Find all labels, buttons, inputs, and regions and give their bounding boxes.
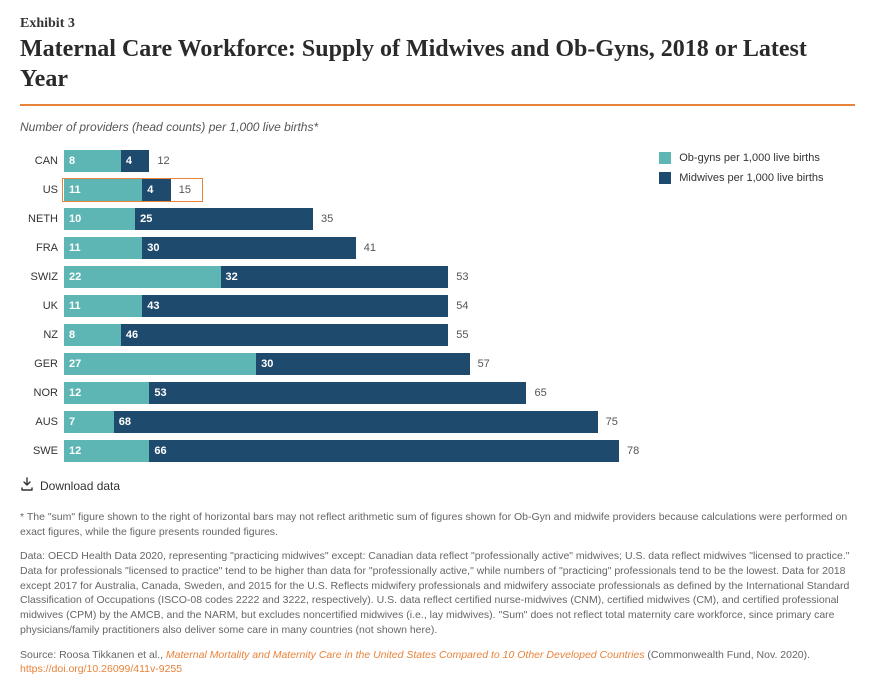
chart-row: NETH1025 35 (20, 206, 639, 232)
bar-obgyn: 11 (64, 179, 142, 201)
country-label: NETH (20, 213, 64, 225)
bar-group: 1266 78 (64, 440, 639, 462)
bar-midwife: 32 (221, 266, 449, 288)
total-label: 12 (157, 155, 169, 167)
chart-row: FRA1130 41 (20, 235, 639, 261)
download-label: Download data (40, 479, 120, 493)
bar-obgyn: 8 (64, 324, 121, 346)
legend-item-obgyn: Ob-gyns per 1,000 live births (659, 152, 855, 164)
data-note: Data: OECD Health Data 2020, representin… (20, 549, 855, 637)
chart-row: UK1143 54 (20, 293, 639, 319)
legend-swatch-midwife (659, 172, 671, 184)
legend-label-obgyn: Ob-gyns per 1,000 live births (679, 152, 820, 164)
total-label: 41 (364, 242, 376, 254)
chart-row: NZ846 55 (20, 322, 639, 348)
bar-group: 1143 54 (64, 295, 639, 317)
download-data-link[interactable]: Download data (20, 477, 120, 494)
bar-group: 846 55 (64, 324, 639, 346)
bar-obgyn: 11 (64, 237, 142, 259)
bar-midwife: 53 (149, 382, 526, 404)
bar-obgyn: 11 (64, 295, 142, 317)
bar-midwife: 30 (142, 237, 355, 259)
bar-midwife: 25 (135, 208, 313, 230)
title-divider (20, 104, 855, 106)
legend-swatch-obgyn (659, 152, 671, 164)
source-title-link[interactable]: Maternal Mortality and Maternity Care in… (166, 649, 645, 661)
legend-label-midwife: Midwives per 1,000 live births (679, 172, 823, 184)
bar-midwife: 4 (142, 179, 170, 201)
bar-midwife: 66 (149, 440, 619, 462)
country-label: GER (20, 358, 64, 370)
bar-group: 2730 57 (64, 353, 639, 375)
chart-subtitle: Number of providers (head counts) per 1,… (20, 120, 855, 134)
total-label: 75 (606, 416, 618, 428)
download-icon (20, 477, 34, 494)
bar-midwife: 4 (121, 150, 149, 172)
total-label: 53 (456, 271, 468, 283)
total-label: 78 (627, 445, 639, 457)
country-label: US (20, 184, 64, 196)
country-label: NOR (20, 387, 64, 399)
bar-group: 114 15 (64, 179, 639, 201)
doi-link[interactable]: https://doi.org/10.26099/411v-9255 (20, 663, 182, 675)
total-label: 57 (478, 358, 490, 370)
source-line: Source: Roosa Tikkanen et al., Maternal … (20, 648, 855, 677)
country-label: SWE (20, 445, 64, 457)
source-prefix: Source: Roosa Tikkanen et al., (20, 649, 166, 661)
bar-obgyn: 27 (64, 353, 256, 375)
bar-midwife: 43 (142, 295, 448, 317)
bar-group: 1253 65 (64, 382, 639, 404)
country-label: SWIZ (20, 271, 64, 283)
total-label: 55 (456, 329, 468, 341)
bar-obgyn: 8 (64, 150, 121, 172)
total-label: 35 (321, 213, 333, 225)
country-label: FRA (20, 242, 64, 254)
bar-obgyn: 12 (64, 440, 149, 462)
chart-row: SWIZ2232 53 (20, 264, 639, 290)
total-label: 15 (179, 184, 191, 196)
bar-group: 84 12 (64, 150, 639, 172)
footnote: * The "sum" figure shown to the right of… (20, 510, 855, 539)
bar-obgyn: 7 (64, 411, 114, 433)
bar-group: 768 75 (64, 411, 639, 433)
legend-item-midwife: Midwives per 1,000 live births (659, 172, 855, 184)
chart-container: CAN8412US11415NETH102535FRA113041SWIZ223… (20, 148, 855, 467)
bar-obgyn: 22 (64, 266, 221, 288)
bar-chart: CAN8412US11415NETH102535FRA113041SWIZ223… (20, 148, 639, 467)
exhibit-label: Exhibit 3 (20, 16, 855, 32)
bar-obgyn: 12 (64, 382, 149, 404)
chart-row: AUS768 75 (20, 409, 639, 435)
source-suffix: (Commonwealth Fund, Nov. 2020). (645, 649, 811, 661)
bar-midwife: 46 (121, 324, 448, 346)
chart-title: Maternal Care Workforce: Supply of Midwi… (20, 34, 855, 94)
country-label: CAN (20, 155, 64, 167)
country-label: UK (20, 300, 64, 312)
chart-row: CAN84 12 (20, 148, 639, 174)
bar-midwife: 30 (256, 353, 469, 375)
chart-row: NOR1253 65 (20, 380, 639, 406)
bar-obgyn: 10 (64, 208, 135, 230)
bar-group: 2232 53 (64, 266, 639, 288)
bar-midwife: 68 (114, 411, 598, 433)
total-label: 54 (456, 300, 468, 312)
chart-row: GER2730 57 (20, 351, 639, 377)
country-label: NZ (20, 329, 64, 341)
legend: Ob-gyns per 1,000 live births Midwives p… (659, 148, 855, 467)
chart-row: SWE1266 78 (20, 438, 639, 464)
country-label: AUS (20, 416, 64, 428)
bar-group: 1025 35 (64, 208, 639, 230)
chart-row: US114 15 (20, 177, 639, 203)
bar-group: 1130 41 (64, 237, 639, 259)
total-label: 65 (534, 387, 546, 399)
